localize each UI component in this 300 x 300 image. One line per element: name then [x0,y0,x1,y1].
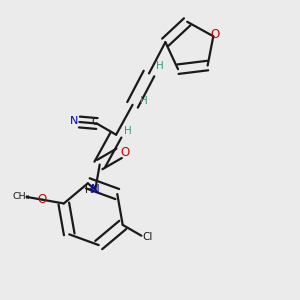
Text: H: H [156,61,164,71]
Text: Cl: Cl [142,232,152,242]
Text: H: H [140,96,148,106]
Text: H: H [85,185,93,196]
Text: CH₃: CH₃ [12,192,30,201]
Text: H: H [124,126,131,136]
Text: O: O [210,28,219,41]
Text: N: N [70,116,78,126]
Text: O: O [120,146,130,159]
Text: N: N [91,183,99,196]
Text: C: C [92,117,99,127]
Text: O: O [37,193,46,206]
